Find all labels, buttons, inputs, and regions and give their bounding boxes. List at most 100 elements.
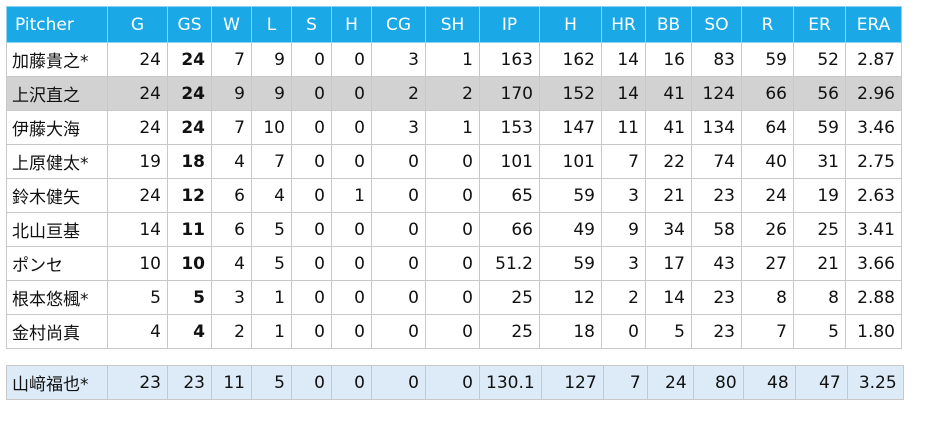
stat-cell: 41 [645,76,692,111]
stat-cell: 153 [479,110,540,145]
stat-cell: 3 [371,110,426,145]
stat-cell: 3.46 [845,110,902,145]
stat-cell: 0 [291,365,332,400]
stat-cell: 24 [107,110,168,145]
stat-cell: 64 [741,110,794,145]
summary-row: 山﨑福也* 23 23 11 5 0 0 0 0 130.1 127 7 24 80 48 47 3.25 [6,365,904,400]
stat-cell: 25 [793,212,846,247]
summary-table: 山﨑福也* 23 23 11 5 0 0 0 0 130.1 127 7 24 80 48 47 3.25 [6,365,904,400]
stat-cell: 14 [645,280,692,315]
stat-cell: 1 [331,178,372,213]
stat-cell: 7 [601,144,646,179]
stat-cell: 24 [646,365,694,400]
stat-cell: 9 [211,76,252,111]
stat-cell: 1 [251,280,292,315]
stat-cell: 47 [794,365,848,400]
stat-cell: 6 [211,178,252,213]
stat-cell: 1 [251,314,292,349]
stat-cell: 14 [601,42,646,77]
stat-cell: 9 [251,76,292,111]
stat-cell: 0 [425,246,480,281]
stat-cell: 19 [107,144,168,179]
pitcher-name-cell: 北山亘基 [6,212,108,247]
stat-cell: 101 [539,144,602,179]
stat-cell: 10 [167,246,212,281]
stat-cell: 24 [107,178,168,213]
stat-cell: 10 [251,110,292,145]
stat-cell: 23 [691,314,742,349]
stat-cell: 66 [741,76,794,111]
stat-cell: 134 [691,110,742,145]
stat-cell: 40 [741,144,794,179]
stat-cell: 2.87 [845,42,902,77]
column-header-hr-11: HR [601,6,646,43]
stat-cell: 24 [741,178,794,213]
table-row: 上沢直之 24 24 9 9 0 0 2 2 170 152 14 41 124 66 56 2.96 [6,76,902,111]
stat-cell: 2 [425,76,480,111]
stat-cell: 170 [479,76,540,111]
stat-cell: 0 [291,314,332,349]
column-header-pitcher: Pitcher [6,6,108,43]
stat-cell: 0 [331,246,372,281]
stat-cell: 147 [539,110,602,145]
stats-table-container: Pitcher G GS W L S H CG SH IP H HR BB SO R ER ERA 加藤貴之* 2… [6,6,904,400]
stat-cell: 27 [741,246,794,281]
stat-cell: 59 [793,110,846,145]
stat-cell: 0 [331,110,372,145]
stat-cell: 59 [741,42,794,77]
stat-cell: 74 [691,144,742,179]
stat-cell: 1.80 [845,314,902,349]
stat-cell: 5 [107,280,168,315]
stat-cell: 0 [291,42,332,77]
stat-cell: 101 [479,144,540,179]
stat-cell: 7 [211,110,252,145]
stat-cell: 9 [601,212,646,247]
stat-cell: 162 [539,42,602,77]
stat-cell: 163 [479,42,540,77]
stat-cell: 23 [691,280,742,315]
stat-cell: 3.25 [846,365,904,400]
stat-cell: 3.41 [845,212,902,247]
stat-cell: 17 [645,246,692,281]
stat-cell: 0 [331,365,372,400]
stat-cell: 1 [425,42,480,77]
table-row: 上原健太* 19 18 4 7 0 0 0 0 101 101 7 22 74 40 31 2.75 [6,144,902,179]
pitching-stats-table: Pitcher G GS W L S H CG SH IP H HR BB SO R ER ERA 加藤貴之* 2… [6,6,902,349]
stat-cell: 0 [425,280,480,315]
stat-cell: 34 [645,212,692,247]
stat-cell: 26 [741,212,794,247]
stat-cell: 4 [211,144,252,179]
column-header-g-1: G [107,6,168,43]
stat-cell: 2 [601,280,646,315]
stat-cell: 10 [107,246,168,281]
table-row: 伊藤大海 24 24 7 10 0 0 3 1 153 147 11 41 134 64 59 3.46 [6,110,902,145]
stat-cell: 56 [793,76,846,111]
stat-cell: 8 [741,280,794,315]
pitcher-name-cell: 上原健太* [6,144,108,179]
stat-cell: 11 [601,110,646,145]
stat-cell: 0 [371,280,426,315]
stat-cell: 18 [167,144,212,179]
column-header-er-15: ER [793,6,846,43]
stat-cell: 0 [291,212,332,247]
pitcher-name-cell: 鈴木健矢 [6,178,108,213]
stat-cell: 5 [251,365,292,400]
pitcher-name-cell: 伊藤大海 [6,110,108,145]
column-header-h-10: H [539,6,602,43]
pitcher-name-cell: 金村尚真 [6,314,108,349]
stat-cell: 3 [601,178,646,213]
stat-cell: 3 [211,280,252,315]
stat-cell: 0 [371,365,426,400]
stat-cell: 0 [371,246,426,281]
stat-cell: 12 [539,280,602,315]
stat-cell: 3.66 [845,246,902,281]
stat-cell: 7 [741,314,794,349]
header-row: Pitcher G GS W L S H CG SH IP H HR BB SO R ER ERA [6,6,902,43]
stat-cell: 21 [645,178,692,213]
column-header-l-4: L [251,6,292,43]
stat-cell: 0 [425,365,480,400]
stat-cell: 11 [167,212,212,247]
stat-cell: 48 [742,365,796,400]
stat-cell: 2 [371,76,426,111]
stat-cell: 24 [107,76,168,111]
